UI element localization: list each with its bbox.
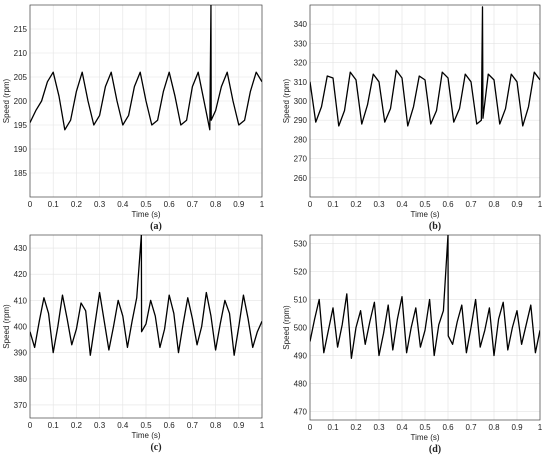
- y-tick-label: 400: [14, 323, 28, 332]
- x-tick-label: 0.1: [327, 423, 339, 432]
- x-tick-label: 0.4: [396, 423, 408, 432]
- x-tick-label: 0: [28, 200, 33, 209]
- speed-line: [310, 6, 540, 127]
- y-axis-label: Speed (rpm): [282, 305, 291, 350]
- y-tick-label: 270: [294, 155, 308, 164]
- x-tick-label: 0.2: [71, 200, 83, 209]
- x-tick-label: 0.7: [465, 423, 477, 432]
- x-tick-label: 0.6: [164, 200, 176, 209]
- x-tick-label: 0.9: [233, 200, 245, 209]
- y-axis-label: Speed (rpm): [2, 78, 11, 123]
- x-tick-label: 0.7: [187, 421, 199, 430]
- x-tick-label: 0.4: [396, 200, 408, 209]
- y-tick-label: 370: [14, 401, 28, 410]
- y-tick-label: 215: [14, 25, 28, 34]
- y-tick-label: 480: [294, 380, 308, 389]
- y-tick-label: 200: [14, 97, 28, 106]
- caption: (d): [429, 444, 441, 455]
- x-tick-label: 1: [538, 423, 543, 432]
- axes-frame: [309, 4, 541, 198]
- x-tick-label: 0.5: [140, 200, 152, 209]
- y-tick-label: 340: [294, 20, 308, 29]
- x-tick-label: 0.6: [442, 200, 454, 209]
- x-tick-label: 1: [260, 421, 265, 430]
- x-tick-label: 0: [308, 423, 313, 432]
- caption: (a): [150, 221, 162, 232]
- x-tick-label: 0.1: [327, 200, 339, 209]
- y-axis-label: Speed (rpm): [282, 78, 291, 123]
- x-tick-label: 1: [260, 200, 265, 209]
- x-tick-label: 0.4: [117, 421, 129, 430]
- x-tick-label: 0.3: [94, 421, 106, 430]
- x-tick-label: 0.9: [511, 200, 523, 209]
- x-tick-label: 0.1: [48, 421, 60, 430]
- y-tick-label: 430: [14, 244, 28, 253]
- axes-frame: [309, 234, 541, 421]
- x-tick-label: 0.6: [164, 421, 176, 430]
- y-tick-label: 490: [294, 352, 308, 361]
- y-tick-label: 410: [14, 296, 28, 305]
- axes-frame: [29, 4, 263, 198]
- y-tick-label: 530: [294, 239, 308, 248]
- x-tick-label: 0.8: [488, 200, 500, 209]
- x-tick-label: 0.7: [465, 200, 477, 209]
- x-tick-label: 0.2: [71, 421, 83, 430]
- x-tick-label: 0.4: [117, 200, 129, 209]
- y-tick-label: 195: [14, 121, 28, 130]
- y-tick-label: 420: [14, 270, 28, 279]
- x-tick-label: 0.2: [350, 200, 362, 209]
- x-tick-label: 0.8: [488, 423, 500, 432]
- x-tick-label: 0.3: [373, 200, 385, 209]
- y-tick-label: 190: [14, 145, 28, 154]
- y-tick-label: 470: [294, 408, 308, 417]
- y-tick-label: 300: [294, 97, 308, 106]
- x-tick-label: 0.1: [48, 200, 60, 209]
- x-tick-label: 0.5: [419, 423, 431, 432]
- x-tick-label: 0.9: [233, 421, 245, 430]
- x-axis-label: Time (s): [131, 431, 160, 440]
- x-axis-label: Time (s): [410, 210, 439, 219]
- speed-line: [310, 235, 540, 359]
- y-tick-label: 500: [294, 324, 308, 333]
- y-tick-label: 390: [14, 349, 28, 358]
- y-tick-label: 280: [294, 135, 308, 144]
- x-tick-label: 0.8: [210, 421, 222, 430]
- y-tick-label: 205: [14, 73, 28, 82]
- x-tick-label: 0.6: [442, 423, 454, 432]
- speed-line: [30, 235, 262, 356]
- y-tick-label: 320: [294, 59, 308, 68]
- y-tick-label: 260: [294, 174, 308, 183]
- y-axis-label: Speed (rpm): [2, 304, 11, 349]
- x-axis-label: Time (s): [131, 210, 160, 219]
- x-tick-label: 0.5: [140, 421, 152, 430]
- y-tick-label: 290: [294, 116, 308, 125]
- x-tick-label: 0.8: [210, 200, 222, 209]
- x-tick-label: 0.7: [187, 200, 199, 209]
- y-tick-label: 330: [294, 39, 308, 48]
- x-tick-label: 0: [28, 421, 33, 430]
- x-tick-label: 0: [308, 200, 313, 209]
- caption: (b): [429, 221, 441, 232]
- y-tick-label: 380: [14, 375, 28, 384]
- x-tick-label: 0.5: [419, 200, 431, 209]
- x-tick-label: 0.3: [94, 200, 106, 209]
- y-tick-label: 310: [294, 78, 308, 87]
- axes-frame: [29, 234, 263, 419]
- y-tick-label: 185: [14, 169, 28, 178]
- y-tick-label: 520: [294, 267, 308, 276]
- caption: (c): [150, 442, 161, 453]
- y-tick-label: 210: [14, 49, 28, 58]
- x-tick-label: 1: [538, 200, 543, 209]
- x-tick-label: 0.3: [373, 423, 385, 432]
- y-tick-label: 510: [294, 295, 308, 304]
- x-axis-label: Time (s): [410, 433, 439, 442]
- speed-line: [30, 5, 262, 131]
- x-tick-label: 0.2: [350, 423, 362, 432]
- x-tick-label: 0.9: [511, 423, 523, 432]
